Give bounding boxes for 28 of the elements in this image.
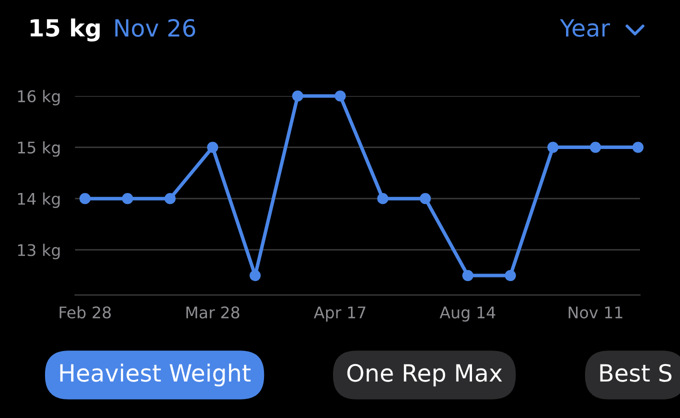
point	[79, 193, 91, 204]
text: One Rep Max	[347, 364, 502, 386]
x-tick-label: Feb 28	[60, 306, 111, 318]
point	[164, 193, 176, 204]
y-tick-label: 16 kg	[18, 90, 60, 106]
text: Year	[560, 19, 610, 37]
x-tick-label: Aug 14	[440, 306, 496, 322]
point	[462, 270, 474, 282]
point	[207, 142, 218, 153]
x-tick-label: Nov 11	[568, 306, 622, 318]
point	[122, 193, 134, 204]
point	[292, 90, 304, 102]
y-tick-label: 14 kg	[18, 192, 60, 208]
text: Best S	[600, 364, 672, 382]
point	[590, 142, 602, 153]
x-tick-label: Mar 28	[186, 306, 240, 318]
x-tick-label: Apr 17	[314, 306, 366, 322]
point	[632, 142, 644, 153]
point	[547, 142, 558, 153]
point	[504, 270, 516, 282]
chart-subtitle: Nov 26	[115, 18, 196, 37]
y-tick-label: 13 kg	[18, 244, 60, 260]
point	[334, 90, 346, 102]
point	[377, 193, 388, 204]
y-tick-label: 15 kg	[18, 141, 60, 157]
point	[420, 193, 431, 204]
text: Heaviest Weight	[60, 364, 251, 386]
point	[250, 270, 261, 282]
